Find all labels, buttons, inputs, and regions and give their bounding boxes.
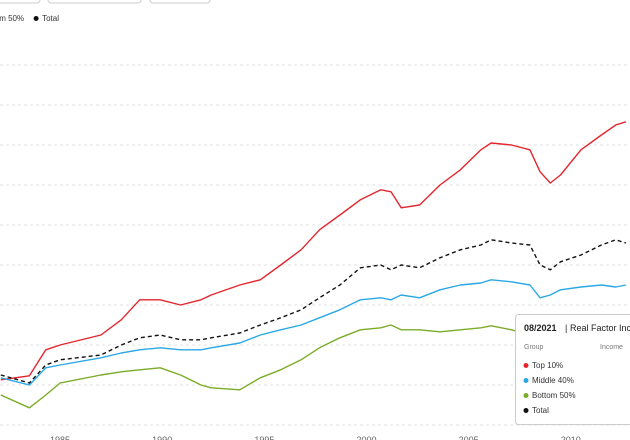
- x-tick-label: 2005: [459, 435, 479, 440]
- x-tick-label: 2000: [356, 435, 376, 440]
- button[interactable]: [149, 0, 211, 4]
- x-tick-label: 1985: [50, 435, 70, 440]
- tooltip-row-label: Bottom 50%: [532, 391, 576, 400]
- tooltip-box: [515, 314, 630, 425]
- legend-marker: [33, 16, 39, 21]
- tooltip-marker: [523, 363, 529, 368]
- tooltip-marker: [523, 408, 529, 413]
- tooltip-separator: |: [565, 323, 567, 333]
- series-line: [0, 279, 627, 386]
- tooltip: 08/2021 | Real Factor Inc Group Income T…: [515, 314, 630, 425]
- tooltip-marker: [523, 393, 529, 398]
- x-tick-label: 1995: [254, 435, 274, 440]
- tooltip-title: Real Factor Inc: [570, 323, 630, 333]
- tooltip-row-label: Top 10%: [532, 361, 563, 370]
- tooltip-row-label: Total: [532, 406, 549, 415]
- button[interactable]: [47, 0, 142, 4]
- x-tick-label: 2010: [561, 435, 581, 440]
- legend-label: Total: [42, 14, 59, 23]
- tooltip-marker: [523, 378, 529, 383]
- x-axis: 1985 1990 1995 2000 2005 2010: [50, 435, 581, 440]
- tooltip-row-label: Middle 40%: [532, 376, 574, 385]
- series-line: [0, 121, 627, 381]
- x-tick-label: 1990: [152, 435, 172, 440]
- tooltip-header: Income: [600, 344, 623, 351]
- series-line: [0, 239, 627, 384]
- legend: TotalBottom 50%Middle 40%Top 10%: [0, 14, 59, 23]
- tooltip-date: 08/2021: [524, 323, 557, 333]
- legend-label: Bottom 50%: [0, 14, 24, 23]
- button[interactable]: [0, 0, 41, 4]
- tooltip-header: Group: [524, 344, 544, 351]
- grid: [0, 64, 630, 426]
